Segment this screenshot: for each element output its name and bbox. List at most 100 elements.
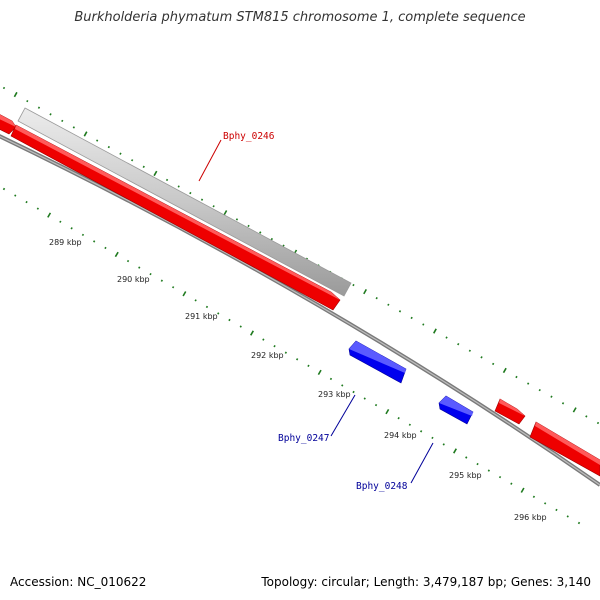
upper-track-minor-tick — [177, 185, 180, 188]
scale-track-minor-tick — [476, 462, 479, 466]
hit-bar[interactable] — [17, 107, 352, 297]
scale-track-minor-tick — [59, 220, 62, 223]
scale-track-minor-tick — [397, 417, 400, 420]
map-title: Burkholderia phymatum STM815 chromosome … — [74, 10, 526, 25]
scale-tick-track — [2, 187, 581, 525]
upper-track-minor-tick — [457, 343, 460, 346]
scale-track-minor-tick — [296, 358, 299, 361]
upper-track-minor-tick — [596, 421, 600, 425]
gene-arrow-bphy-0246[interactable] — [10, 124, 341, 311]
scale-track-minor-tick — [149, 272, 152, 276]
scale-label: 294 kbp — [384, 431, 417, 440]
gene-label-bphy-0246[interactable]: Bphy_0246 — [223, 131, 275, 142]
scale-track-minor-tick — [352, 390, 355, 394]
scale-labels: 289 kbp 290 kbp 291 kbp 292 kbp 293 kbp … — [49, 238, 547, 522]
upper-track-major-tick — [153, 170, 158, 177]
upper-track-minor-tick — [2, 86, 6, 90]
scale-track-major-tick — [520, 487, 525, 493]
scale-track-minor-tick — [431, 436, 434, 440]
upper-track-major-tick — [502, 367, 507, 374]
scale-track-minor-tick — [228, 318, 231, 322]
scale-track-major-tick — [114, 251, 119, 258]
upper-track-minor-tick — [142, 165, 145, 168]
scale-track-minor-tick — [341, 384, 344, 387]
upper-track-minor-tick — [585, 415, 588, 418]
upper-track-minor-tick — [96, 139, 99, 142]
scale-track-minor-tick — [273, 345, 276, 348]
scale-track-minor-tick — [172, 286, 175, 289]
upper-track-minor-tick — [527, 382, 530, 385]
upper-track-minor-tick — [410, 316, 413, 320]
scale-track-minor-tick — [284, 351, 287, 354]
gene-label-bphy-0247[interactable]: Bphy_0247 — [278, 433, 329, 444]
scale-track-minor-tick — [93, 240, 96, 243]
scale-track-minor-tick — [25, 200, 28, 204]
scale-track-minor-tick — [81, 233, 85, 237]
leader-line-bphy-0246 — [198, 139, 222, 182]
scale-label: 289 kbp — [49, 238, 82, 247]
upper-track-major-tick — [433, 328, 437, 334]
scale-label: 290 kbp — [117, 275, 150, 284]
scale-track-minor-tick — [408, 423, 411, 426]
scale-track-major-tick — [250, 330, 254, 336]
upper-track-minor-tick — [72, 126, 75, 129]
gene-label-bphy-0248[interactable]: Bphy_0248 — [356, 481, 408, 492]
upper-track-minor-tick — [445, 336, 448, 339]
scale-track-minor-tick — [194, 299, 197, 302]
upper-track-major-tick — [13, 91, 18, 98]
scale-track-minor-tick — [217, 312, 220, 315]
upper-track-minor-tick — [538, 388, 541, 392]
upper-track-minor-tick — [492, 362, 495, 366]
scale-label: 295 kbp — [449, 471, 482, 480]
scale-track-minor-tick — [126, 259, 130, 263]
upper-track-minor-tick — [131, 159, 134, 162]
scale-track-minor-tick — [442, 443, 445, 446]
scale-track-minor-tick — [555, 508, 558, 512]
gene-arrow-bphy-0248[interactable] — [438, 395, 474, 425]
scale-track-minor-tick — [239, 325, 242, 328]
scale-track-minor-tick — [14, 194, 17, 197]
scale-track-minor-tick — [363, 397, 366, 400]
upper-track-major-tick — [572, 407, 577, 413]
scale-track-minor-tick — [498, 475, 502, 479]
scale-track-major-tick — [47, 212, 52, 218]
scale-track-minor-tick — [465, 456, 468, 459]
upper-track-minor-tick — [61, 119, 64, 123]
scale-label: 296 kbp — [514, 513, 547, 522]
scale-track-minor-tick — [160, 279, 163, 282]
scale-track-minor-tick — [2, 187, 6, 191]
scale-track-minor-tick — [205, 305, 209, 309]
upper-track-minor-tick — [26, 100, 29, 103]
gene-arrow-forward-3[interactable] — [494, 398, 526, 425]
scale-track-minor-tick — [70, 227, 73, 230]
gene-arrow-forward-4[interactable] — [529, 421, 600, 477]
scale-label: 291 kbp — [185, 312, 218, 321]
scale-track-minor-tick — [487, 469, 490, 472]
scale-track-minor-tick — [532, 495, 536, 499]
scale-track-minor-tick — [577, 521, 581, 525]
scale-track-minor-tick — [510, 482, 513, 485]
scale-track-major-tick — [385, 408, 390, 415]
scale-track-minor-tick — [36, 207, 39, 210]
upper-track-minor-tick — [387, 303, 390, 306]
scale-track-minor-tick — [420, 430, 423, 433]
upper-track-minor-tick — [270, 237, 273, 241]
upper-track-minor-tick — [375, 297, 378, 300]
scale-track-minor-tick — [104, 246, 107, 250]
upper-track-minor-tick — [515, 375, 518, 379]
upper-track-minor-tick — [189, 191, 192, 195]
scale-track-major-tick — [317, 369, 322, 376]
scale-label: 292 kbp — [251, 351, 284, 360]
upper-track-minor-tick — [200, 198, 204, 201]
scale-track-minor-tick — [262, 338, 265, 341]
upper-track-minor-tick — [422, 323, 425, 326]
scale-label: 293 kbp — [318, 390, 351, 399]
upper-track-major-tick — [223, 210, 228, 216]
topology-text: Topology: circular; Length: 3,479,187 bp… — [261, 575, 591, 589]
forward-gene-arrow-left[interactable] — [0, 112, 17, 135]
gene-arrow-bphy-0247[interactable] — [348, 340, 407, 384]
upper-track-major-tick — [83, 131, 88, 137]
scale-track-minor-tick — [138, 266, 141, 269]
upper-track-minor-tick — [212, 205, 215, 208]
